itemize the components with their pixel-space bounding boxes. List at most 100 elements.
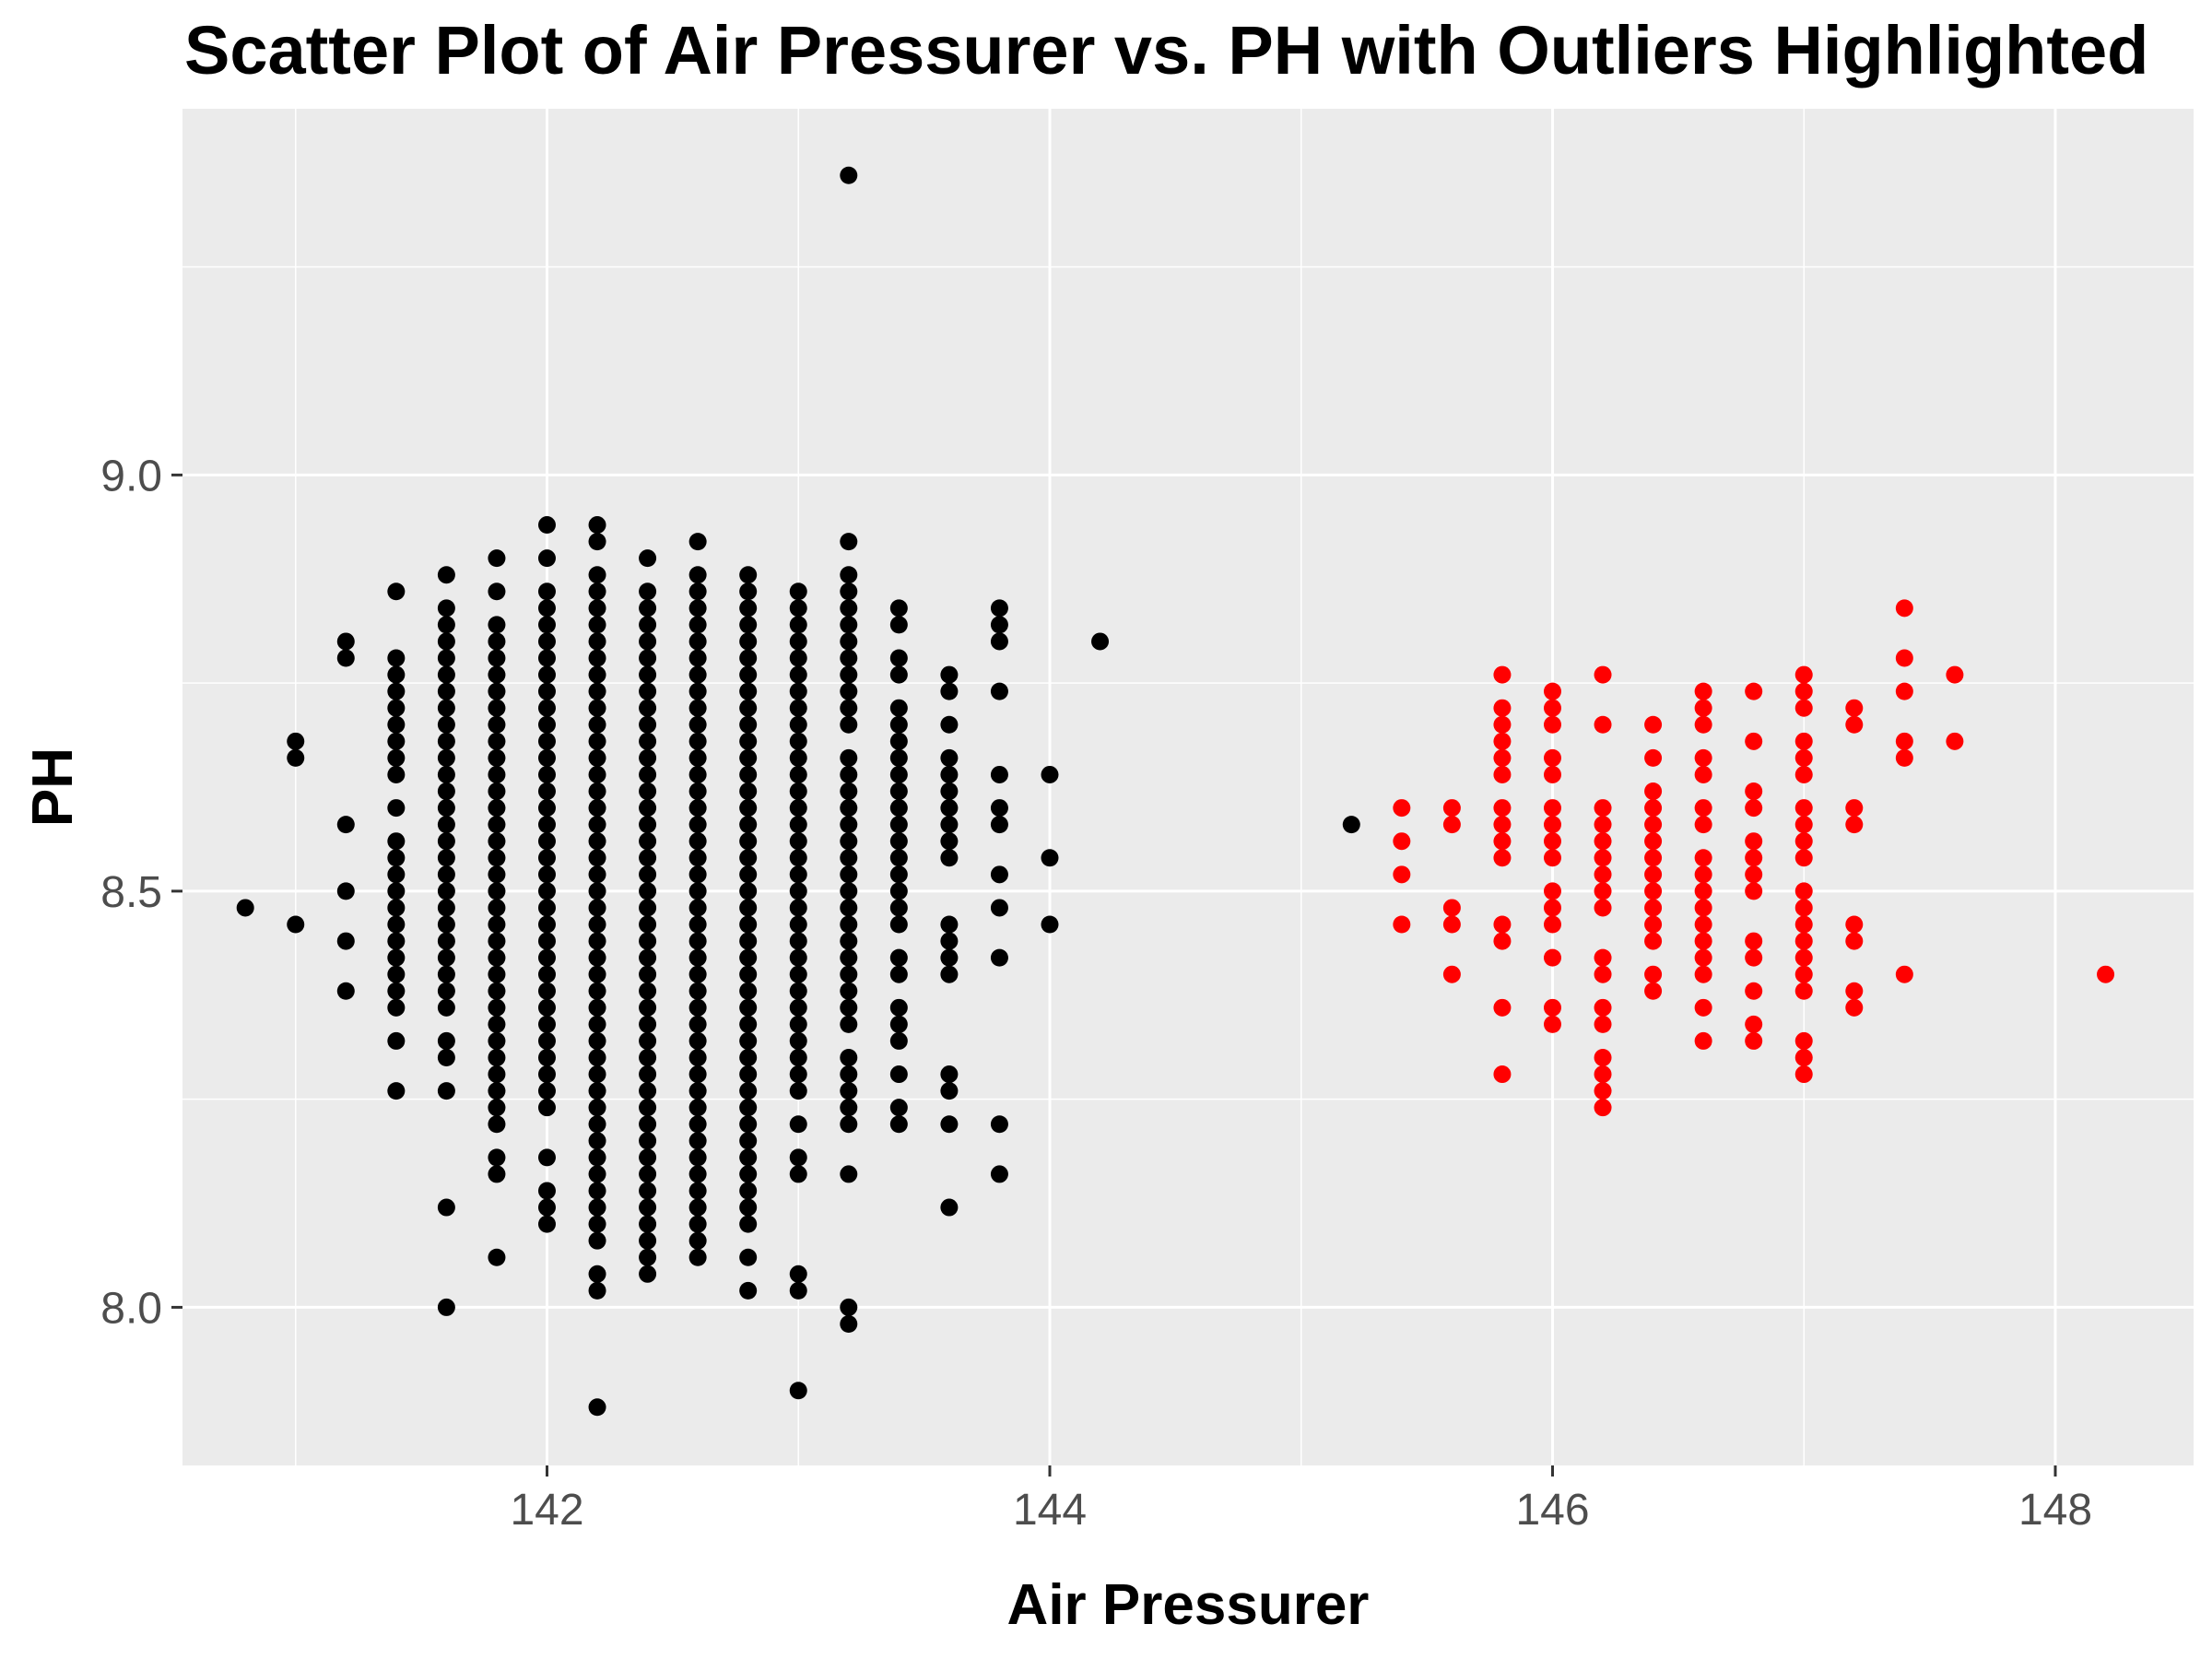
data-point [639,665,657,684]
data-point [739,1281,758,1300]
data-point [739,1065,758,1084]
data-point [488,1082,506,1100]
data-point [889,849,908,867]
data-point [437,832,455,851]
data-point [588,982,606,1000]
data-point [488,1115,506,1134]
outlier-point [1543,1015,1561,1033]
data-point [688,599,707,618]
data-point [688,715,707,734]
data-point [688,765,707,783]
data-point [840,998,858,1017]
outlier-point [1895,599,1913,618]
data-point [789,1031,807,1050]
data-point [488,682,506,700]
data-point [840,1099,858,1117]
data-point [588,582,606,601]
data-point [889,599,908,618]
outlier-point [1644,849,1663,867]
data-point [387,899,406,917]
data-point [588,1165,606,1183]
outlier-point [1493,765,1512,783]
data-point [840,748,858,767]
outlier-point [1794,765,1813,783]
data-point [940,1082,959,1100]
data-point [739,665,758,684]
data-point [336,882,355,900]
data-point [739,649,758,667]
data-point [688,1048,707,1066]
outlier-point [1895,748,1913,767]
x-axis-title: Air Pressurer [1007,1573,1370,1637]
data-point [688,832,707,851]
outlier-point [1594,799,1612,818]
outlier-point [1644,816,1663,834]
data-point [789,1148,807,1167]
data-point [537,765,556,783]
outlier-point [1745,732,1763,750]
data-point [739,1031,758,1050]
data-point [488,748,506,767]
data-point [437,1031,455,1050]
data-point [437,665,455,684]
data-point [488,1148,506,1167]
outlier-point [1794,899,1813,917]
data-point [789,632,807,651]
outlier-point [1594,882,1612,900]
data-point [488,699,506,717]
data-point [287,732,305,750]
data-point [488,1048,506,1066]
data-point [739,1132,758,1150]
data-point [639,732,657,750]
data-point [588,1265,606,1283]
outlier-point [1845,982,1864,1000]
data-point [336,649,355,667]
data-point [488,665,506,684]
outlier-point [1794,1031,1813,1050]
data-point [537,732,556,750]
outlier-point [1794,1065,1813,1084]
data-point [588,899,606,917]
chart-title: Scatter Plot of Air Pressurer vs. PH wit… [184,12,2148,88]
data-point [840,1165,858,1183]
data-point [739,1148,758,1167]
data-point [739,1182,758,1200]
data-point [889,882,908,900]
outlier-point [1794,982,1813,1000]
data-point [537,1048,556,1066]
outlier-point [1694,882,1712,900]
data-point [688,1165,707,1183]
data-point [537,549,556,568]
data-point [739,982,758,1000]
data-point [537,899,556,917]
data-point [688,1115,707,1134]
data-point [840,865,858,884]
data-point [437,982,455,1000]
data-point [688,1248,707,1266]
data-point [940,682,959,700]
data-point [789,816,807,834]
outlier-point [1442,965,1461,983]
data-point [537,965,556,983]
data-point [387,932,406,950]
outlier-point [1594,665,1612,684]
data-point [537,782,556,801]
data-point [437,915,455,934]
outlier-point [1946,665,1964,684]
data-point [688,1082,707,1100]
outlier-point [1794,748,1813,767]
data-point [537,682,556,700]
data-point [990,1165,1008,1183]
outlier-point [1543,765,1561,783]
data-point [688,915,707,934]
data-point [840,649,858,667]
data-point [588,533,606,551]
data-point [688,965,707,983]
outlier-point [1493,799,1512,818]
data-point [588,882,606,900]
data-point [488,582,506,601]
outlier-point [1644,915,1663,934]
data-point [889,665,908,684]
data-point [789,948,807,967]
data-point [588,832,606,851]
